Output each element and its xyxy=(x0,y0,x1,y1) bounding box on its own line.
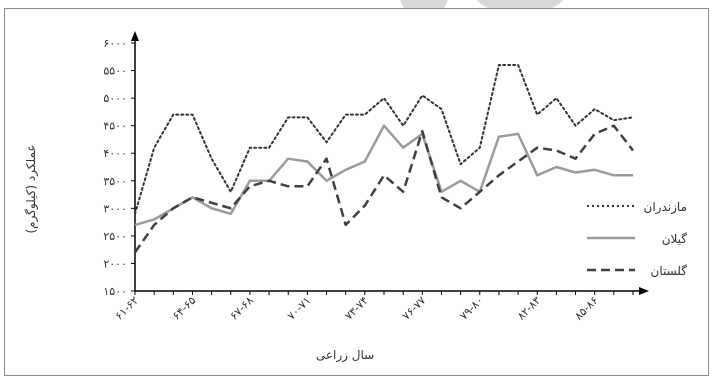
y-axis-arrow xyxy=(131,31,139,41)
y-axis-label: عملکرد (کیلوگرم) xyxy=(24,144,39,233)
y-tick-labels: ۱۵۰۰ ۲۰۰۰ ۲۵۰۰ ۳۰۰۰ ۳۵۰۰ ۴۰۰۰ ۴۵۰۰ ۵۰۰۰ ۵۵۰۰ ۶۰۰۰ xyxy=(103,37,127,298)
x-tick-label: ۷۹-۸۰ xyxy=(457,294,486,323)
y-tick-label: ۵۵۰۰ xyxy=(103,65,127,78)
y-tick-label: ۴۵۰۰ xyxy=(103,120,127,133)
y-tick-label: ۲۰۰۰ xyxy=(103,257,127,270)
series-lines xyxy=(133,64,634,254)
x-tick-label: ۷۳-۷۴ xyxy=(342,294,371,323)
y-tick-label: ۴۰۰۰ xyxy=(103,147,127,160)
x-axis-label: سال زراعی xyxy=(316,348,374,363)
x-tick-label: ۶۷-۶۸ xyxy=(227,294,256,323)
legend-label-2: گیلان xyxy=(662,232,688,246)
yield-line-chart: ۱۵۰۰ ۲۰۰۰ ۲۵۰۰ ۳۰۰۰ ۳۵۰۰ ۴۰۰۰ ۴۵۰۰ ۵۰۰۰ ۵۵۰۰ ۶۰۰۰… xyxy=(24,31,687,363)
x-tick-labels: ۶۱-۶۲ ۶۴-۶۵ ۶۷-۶۸ ۷۰-۷۱ ۷۳-۷۴ ۷۶-۷۷ ۷۹-۸۰ ۸۲-۸۳… xyxy=(112,294,600,323)
y-tick-label: ۳۰۰۰ xyxy=(103,202,127,215)
y-tick-label: ۱۵۰۰ xyxy=(103,285,127,298)
y-tick-label: ۵۰۰۰ xyxy=(103,92,127,105)
legend: مازندران گیلان گلستان xyxy=(587,200,687,278)
series-line-1 xyxy=(134,64,634,215)
x-tick-label: ۷۰-۷۱ xyxy=(285,294,314,323)
x-tick-label: ۶۱-۶۲ xyxy=(112,294,141,323)
legend-label-3: گلستان xyxy=(651,264,688,278)
x-tick-label: ۶۴-۶۵ xyxy=(170,294,199,323)
y-tick-label: ۲۵۰۰ xyxy=(103,230,127,243)
x-axis-arrow xyxy=(639,287,649,295)
y-tick-label: ۳۵۰۰ xyxy=(103,175,127,188)
x-tick-label: ۸۵-۸۶ xyxy=(572,294,601,323)
y-tick-label: ۶۰۰۰ xyxy=(103,37,127,50)
x-tick-label: ۷۶-۷۷ xyxy=(400,294,429,323)
chart-frame: ۱۵۰۰ ۲۰۰۰ ۲۵۰۰ ۳۰۰۰ ۳۵۰۰ ۴۰۰۰ ۴۵۰۰ ۵۰۰۰ ۵۵۰۰ ۶۰۰۰… xyxy=(4,8,709,376)
series-line-2 xyxy=(134,124,633,227)
legend-label-1: مازندران xyxy=(644,200,687,215)
chart-axes xyxy=(131,31,649,295)
x-tick-label: ۸۲-۸۳ xyxy=(515,294,544,323)
series-line-3 xyxy=(133,124,634,254)
